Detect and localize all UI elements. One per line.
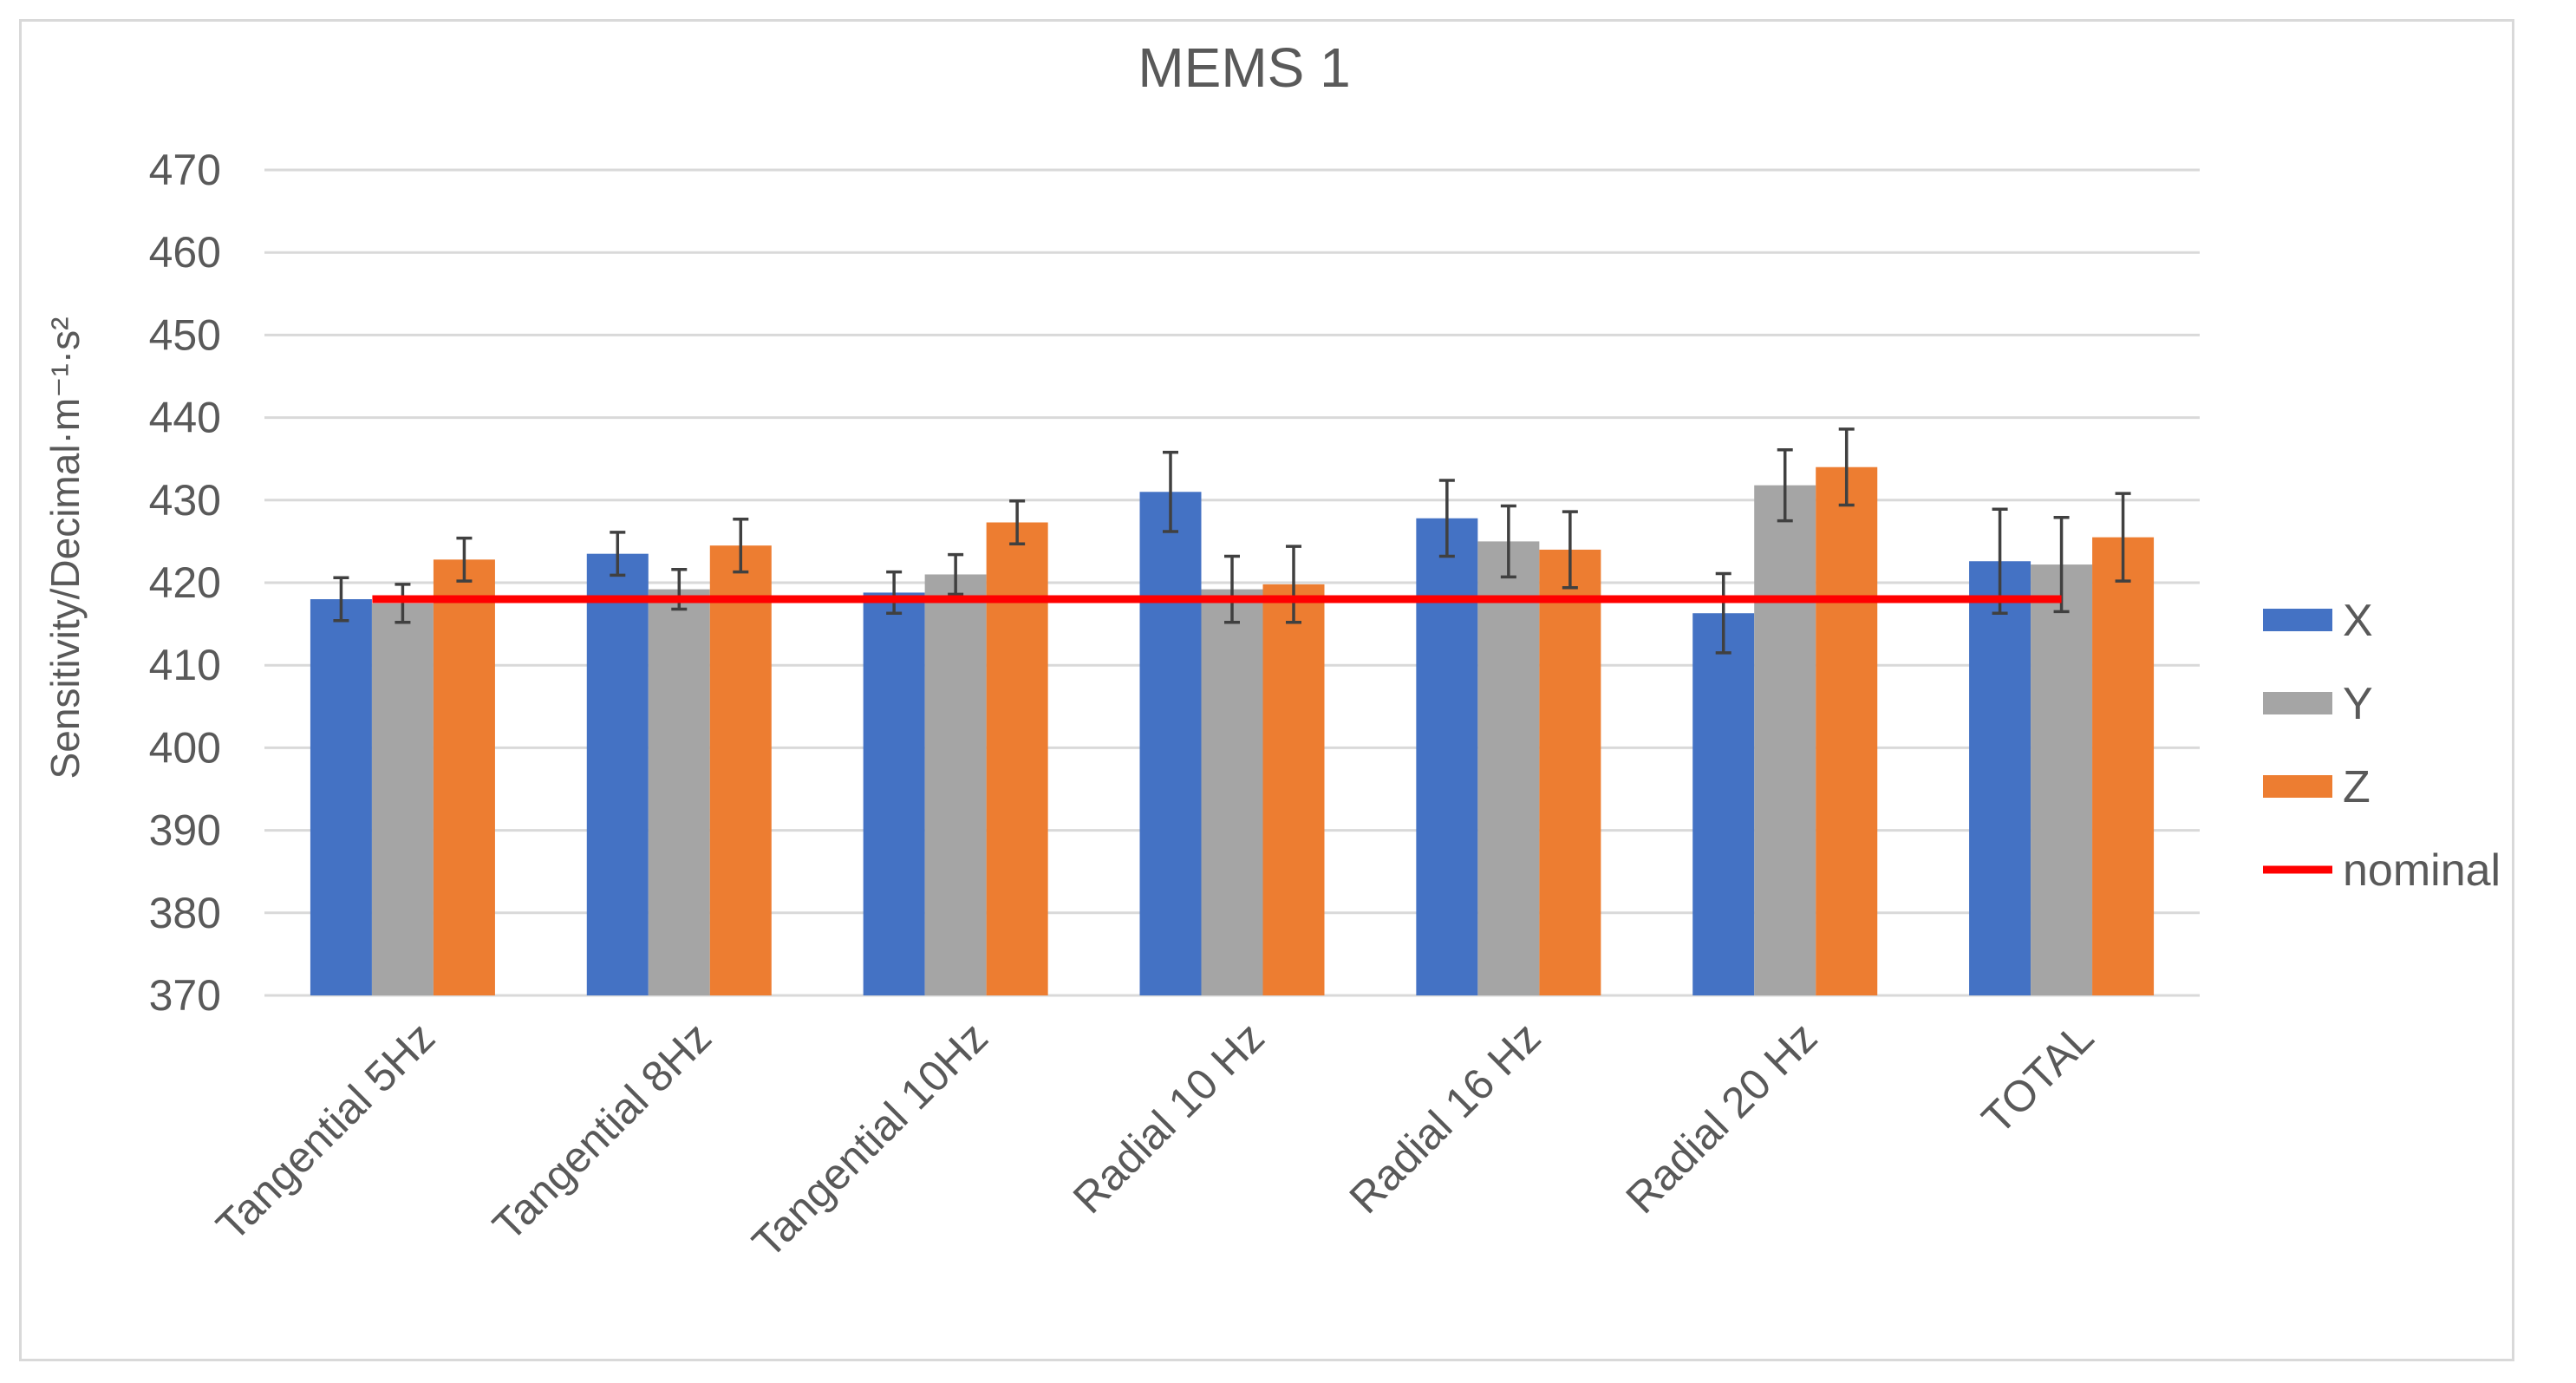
bar-x — [1692, 613, 1755, 995]
legend-label-nominal: nominal — [2343, 845, 2501, 896]
bar-x — [1139, 492, 1202, 995]
x-tick-label: Tangential 8Hz — [484, 1013, 721, 1249]
bar-y — [648, 589, 710, 995]
y-tick-label: 470 — [149, 146, 221, 194]
bar-x — [310, 599, 372, 995]
error-bar — [1562, 510, 1578, 590]
error-bar — [456, 536, 473, 583]
legend-swatch-z — [2263, 775, 2332, 798]
legend-label-z: Z — [2343, 762, 2371, 812]
bar-x — [1416, 518, 1478, 995]
y-tick-label: 400 — [149, 723, 221, 772]
x-tick-label: Radial 16 Hz — [1340, 1013, 1550, 1223]
y-tick-label: 370 — [149, 971, 221, 1020]
error-bar — [2115, 492, 2131, 583]
error-bar — [610, 531, 626, 577]
y-tick-labels: 370 380 390 400 410 420 430 440 450 460 470 — [149, 146, 221, 1020]
error-bar — [1286, 545, 1301, 624]
bar-z — [709, 545, 772, 995]
chart-svg: MEMS 1 Sensitivity/Decimal·m⁻¹·s² 370 380… — [42, 36, 2501, 1267]
error-bar — [333, 576, 349, 623]
error-bar — [1438, 479, 1455, 558]
y-tick-label: 440 — [149, 394, 221, 442]
error-bar — [1009, 499, 1026, 546]
error-bar — [886, 570, 903, 615]
bar-y — [371, 603, 434, 995]
legend-label-x: X — [2343, 596, 2373, 646]
legend-swatch-x — [2263, 609, 2332, 631]
bar-y — [1754, 485, 1816, 995]
y-axis-label: Sensitivity/Decimal·m⁻¹·s² — [42, 317, 88, 780]
chart-title: MEMS 1 — [1138, 36, 1350, 99]
bar-z — [1816, 466, 1878, 995]
y-tick-label: 460 — [149, 228, 221, 277]
y-tick-label: 410 — [149, 641, 221, 689]
y-tick-label: 450 — [149, 310, 221, 359]
bar-z — [1539, 549, 1601, 995]
x-tick-label: Radial 10 Hz — [1064, 1013, 1274, 1223]
bar-y — [924, 574, 987, 995]
bar-z — [433, 559, 495, 995]
error-bar — [1715, 571, 1731, 655]
error-bar — [948, 552, 964, 597]
error-bar — [1224, 554, 1240, 624]
y-tick-label: 420 — [149, 558, 221, 607]
x-tick-label: TOTAL — [1973, 1013, 2103, 1143]
error-bar — [1838, 427, 1855, 507]
y-tick-label: 380 — [149, 889, 221, 937]
error-bar — [1163, 450, 1178, 533]
legend-swatch-y — [2263, 692, 2332, 714]
x-tick-label: Radial 20 Hz — [1616, 1013, 1826, 1223]
y-tick-label: 390 — [149, 806, 221, 855]
x-tick-labels: Tangential 5Hz Tangential 8Hz Tangential 1… — [207, 1013, 2103, 1267]
bar-y — [1201, 589, 1263, 995]
error-bar — [1500, 504, 1516, 579]
bars — [310, 466, 2155, 995]
legend-label-y: Y — [2343, 679, 2373, 729]
y-tick-label: 430 — [149, 476, 221, 525]
chart-frame: MEMS 1 Sensitivity/Decimal·m⁻¹·s² 370 380… — [19, 19, 2514, 1361]
error-bar — [733, 517, 749, 574]
bar-x — [1969, 561, 2031, 995]
error-bar — [395, 583, 411, 624]
bar-z — [1262, 584, 1325, 995]
x-tick-label: Tangential 5Hz — [207, 1013, 444, 1249]
error-bar — [1777, 447, 1793, 523]
bar-z — [986, 522, 1048, 995]
bar-x — [863, 592, 925, 995]
error-bars — [333, 427, 2131, 655]
bar-z — [2092, 537, 2155, 995]
bar-y — [2031, 564, 2093, 995]
x-tick-label: Tangential 10Hz — [743, 1013, 997, 1267]
bar-x — [586, 553, 649, 995]
bar-y — [1477, 541, 1540, 995]
